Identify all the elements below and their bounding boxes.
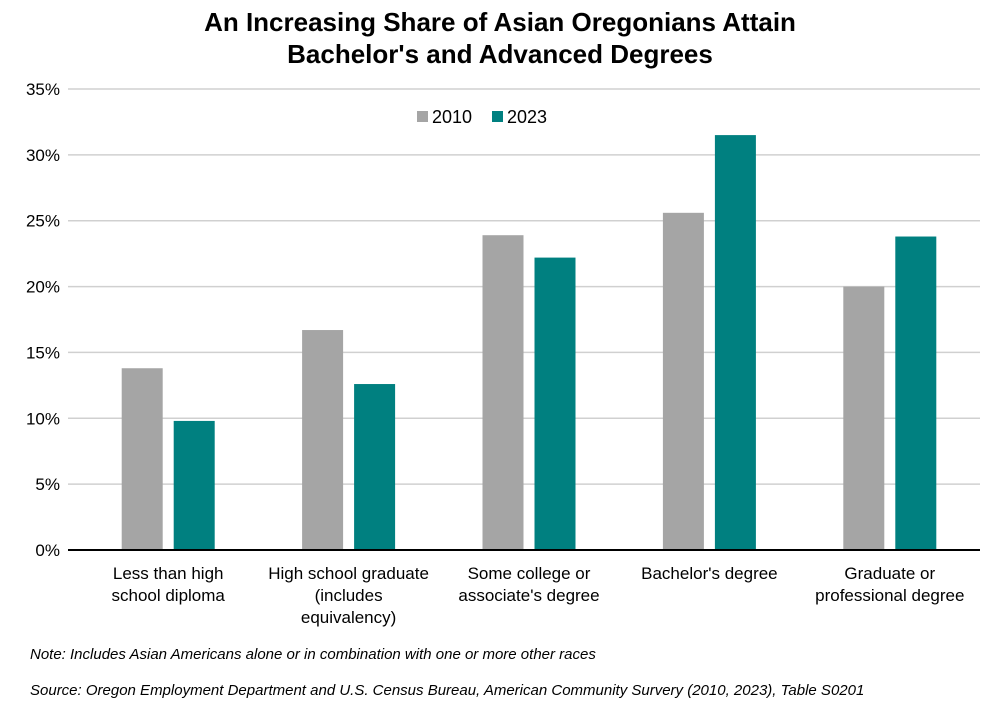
x-tick-label: Less than high [113, 564, 224, 583]
bar-2010 [662, 212, 704, 550]
bar-2023 [534, 257, 576, 550]
y-tick-label: 10% [26, 409, 60, 428]
x-tick-label: (includes [315, 586, 383, 605]
x-tick-label: Bachelor's degree [641, 564, 778, 583]
bar-2023 [173, 420, 215, 550]
y-tick-label: 5% [35, 475, 60, 494]
y-tick-label: 0% [35, 541, 60, 560]
x-tick-label: Some college or [468, 564, 591, 583]
legend-label: 2023 [507, 107, 547, 127]
legend-swatch-2023 [492, 111, 503, 122]
x-tick-label: High school graduate [268, 564, 429, 583]
y-tick-label: 35% [26, 80, 60, 99]
x-tick-label: associate's degree [458, 586, 599, 605]
title-line-1: An Increasing Share of Asian Oregonians … [204, 7, 796, 37]
bar-2023 [895, 236, 937, 550]
x-tick-label: professional degree [815, 586, 964, 605]
legend-swatch-2010 [417, 111, 428, 122]
bar-2010 [121, 368, 163, 550]
bar-2010 [843, 286, 885, 550]
note: Note: Includes Asian Americans alone or … [30, 646, 596, 663]
x-tick-label: Graduate or [844, 564, 935, 583]
legend-label: 2010 [432, 107, 472, 127]
x-tick-label: equivalency) [301, 608, 396, 627]
y-tick-label: 15% [26, 343, 60, 362]
y-tick-label: 30% [26, 146, 60, 165]
x-tick-label: school diploma [111, 586, 225, 605]
bar-2023 [714, 135, 756, 550]
bar-2023 [354, 384, 396, 550]
chart-title: An Increasing Share of Asian Oregonians … [0, 6, 1000, 70]
bar-2010 [482, 235, 524, 550]
title-line-2: Bachelor's and Advanced Degrees [287, 39, 713, 69]
y-tick-label: 25% [26, 212, 60, 231]
source: Source: Oregon Employment Department and… [30, 682, 865, 699]
y-tick-label: 20% [26, 278, 60, 297]
bar-2010 [302, 330, 344, 550]
